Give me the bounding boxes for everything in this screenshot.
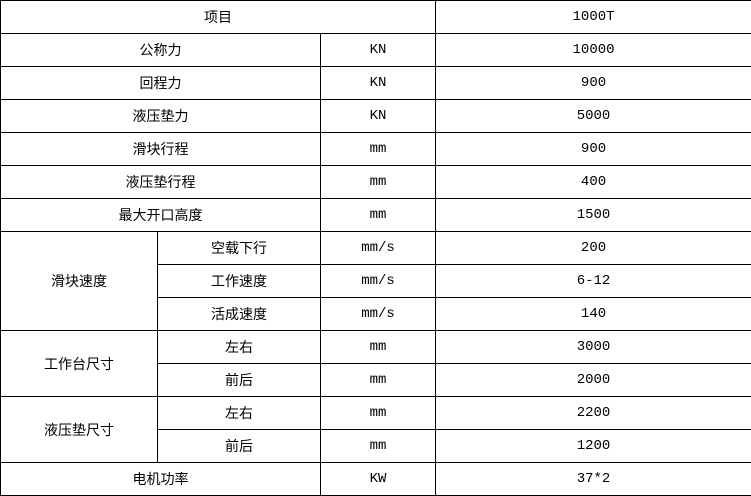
row-unit: KN — [319, 99, 437, 133]
row-label: 液压垫行程 — [0, 165, 321, 199]
table-row: 前后 mm 2000 — [1, 363, 751, 397]
sub-label: 左右 — [157, 330, 321, 364]
table-row: 最大开口高度 mm 1500 — [0, 198, 751, 232]
group-label: 液压垫尺寸 — [0, 396, 158, 463]
row-label: 电机功率 — [0, 462, 321, 496]
table-row: 液压垫尺寸 左右 mm 2200 — [0, 396, 751, 463]
row-unit: mm — [319, 363, 437, 397]
row-label: 公称力 — [0, 33, 321, 67]
table-row: 滑块速度 空载下行 mm/s 200 — [0, 231, 751, 331]
table-row: 液压垫行程 mm 400 — [0, 165, 751, 199]
table-row: 前后 mm 1200 — [1, 429, 751, 463]
row-value: 6-12 — [435, 264, 751, 298]
sub-label: 前后 — [157, 363, 321, 397]
row-unit: mm/s — [319, 264, 437, 298]
row-value: 900 — [435, 66, 751, 100]
row-label: 最大开口高度 — [0, 198, 321, 232]
row-value: 2200 — [435, 396, 751, 430]
row-value: 10000 — [435, 33, 751, 67]
row-unit: mm — [319, 132, 437, 166]
row-label: 液压垫力 — [0, 99, 321, 133]
row-value: 3000 — [435, 330, 751, 364]
row-value: 140 — [435, 297, 751, 331]
row-unit: mm/s — [319, 297, 437, 331]
group-label: 滑块速度 — [0, 231, 158, 331]
table-row: 工作台尺寸 左右 mm 3000 — [0, 330, 751, 397]
table-row: 回程力 KN 900 — [0, 66, 751, 100]
row-label: 回程力 — [0, 66, 321, 100]
table-row: 滑块行程 mm 900 — [0, 132, 751, 166]
row-value: 400 — [435, 165, 751, 199]
row-unit: KW — [319, 462, 437, 496]
row-unit: mm — [319, 330, 437, 364]
row-unit: KN — [319, 66, 437, 100]
sub-label: 左右 — [157, 396, 321, 430]
row-value: 2000 — [435, 363, 751, 397]
row-unit: mm — [319, 429, 437, 463]
row-unit: mm — [319, 198, 437, 232]
table-row: 公称力 KN 10000 — [0, 33, 751, 67]
row-value: 200 — [435, 231, 751, 265]
sub-label: 空载下行 — [157, 231, 321, 265]
row-value: 37*2 — [435, 462, 751, 496]
table-row: 电机功率 KW 37*2 — [0, 462, 751, 496]
header-value: 1000T — [435, 0, 751, 34]
sub-label: 活成速度 — [157, 297, 321, 331]
row-label: 滑块行程 — [0, 132, 321, 166]
header-item: 项目 — [0, 0, 437, 34]
group-label: 工作台尺寸 — [0, 330, 158, 397]
table-row: 活成速度 mm/s 140 — [1, 297, 751, 331]
row-unit: KN — [319, 33, 437, 67]
table-row: 液压垫力 KN 5000 — [0, 99, 751, 133]
row-value: 900 — [435, 132, 751, 166]
row-value: 1200 — [435, 429, 751, 463]
row-unit: mm — [319, 396, 437, 430]
row-unit: mm/s — [319, 231, 437, 265]
row-value: 5000 — [435, 99, 751, 133]
sub-label: 前后 — [157, 429, 321, 463]
row-value: 1500 — [435, 198, 751, 232]
sub-label: 工作速度 — [157, 264, 321, 298]
row-unit: mm — [319, 165, 437, 199]
header-row: 项目 1000T — [0, 0, 751, 34]
